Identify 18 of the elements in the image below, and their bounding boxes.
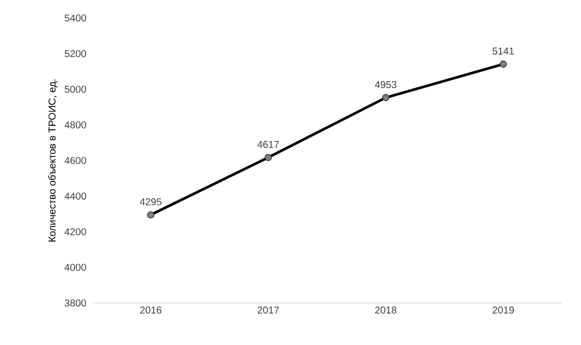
x-tick-label: 2017 (258, 306, 279, 314)
y-tick-label: 4600 (64, 156, 86, 164)
y-tick-label: 5200 (64, 50, 86, 58)
y-axis-title: Количество объектов в ТРОИС, ед. (48, 80, 58, 242)
x-tick-label: 2018 (375, 306, 396, 314)
y-tick-label: 4400 (64, 192, 86, 200)
y-tick-label: 4800 (64, 121, 86, 128)
data-label: 5141 (492, 48, 514, 55)
x-tick-label: 2016 (140, 306, 162, 314)
data-label: 4617 (257, 140, 279, 148)
x-tick-label: 2019 (492, 306, 514, 314)
y-tick-label: 4200 (64, 228, 86, 236)
y-tick-label: 5000 (64, 86, 86, 93)
y-tick-label: 5400 (64, 14, 86, 22)
y-tick-label: 4000 (64, 264, 86, 271)
data-label: 4295 (140, 198, 162, 206)
data-label: 4953 (374, 81, 396, 88)
y-tick-label: 3800 (64, 299, 86, 307)
